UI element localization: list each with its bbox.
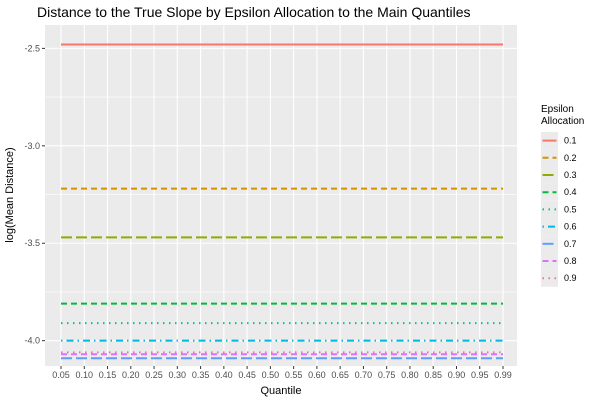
x-axis-title: Quantile — [261, 385, 302, 397]
x-tick-label: 0.80 — [401, 370, 419, 380]
x-axis: 0.05 0.10 0.15 0.20 0.25 0.30 0.35 0.40 0.45 0.50… — [52, 366, 512, 380]
legend-label: 0.7 — [564, 239, 577, 249]
legend-title: Epsilon — [541, 104, 574, 115]
x-tick-label: 0.20 — [122, 370, 140, 380]
x-tick-label: 0.85 — [424, 370, 442, 380]
y-tick-label: -3.0 — [24, 141, 40, 151]
legend-label: 0.5 — [564, 204, 577, 214]
x-tick-label: 0.75 — [378, 370, 396, 380]
x-tick-label: 0.50 — [262, 370, 280, 380]
y-axis-title: log(Mean Distance) — [4, 147, 16, 242]
x-tick-label: 0.25 — [145, 370, 163, 380]
legend-key — [541, 149, 558, 167]
legend-label: 0.6 — [564, 222, 577, 232]
y-axis: -2.5 -3.0 -3.5 -4.0 — [24, 43, 45, 346]
x-tick-label: 0.05 — [52, 370, 70, 380]
x-tick-label: 0.10 — [75, 370, 93, 380]
x-tick-label: 0.30 — [169, 370, 187, 380]
legend-key — [541, 252, 558, 270]
x-tick-label: 0.99 — [494, 370, 512, 380]
x-tick-label: 0.95 — [471, 370, 489, 380]
x-tick-label: 0.70 — [355, 370, 373, 380]
legend-label: 0.3 — [564, 170, 577, 180]
legend-label: 0.2 — [564, 153, 577, 163]
legend-key — [541, 183, 558, 201]
legend-label: 0.8 — [564, 256, 577, 266]
x-tick-label: 0.35 — [192, 370, 210, 380]
x-tick-label: 0.55 — [285, 370, 303, 380]
y-tick-label: -3.5 — [24, 238, 40, 248]
x-tick-label: 0.60 — [308, 370, 326, 380]
series-lines — [61, 43, 503, 360]
x-tick-label: 0.40 — [215, 370, 233, 380]
legend-label: 0.4 — [564, 187, 577, 197]
chart-title: Distance to the True Slope by Epsilon Al… — [37, 4, 470, 20]
legend-title: Allocation — [541, 116, 584, 127]
legend-label: 0.1 — [564, 136, 577, 146]
x-tick-label: 0.90 — [448, 370, 466, 380]
x-tick-label: 0.15 — [99, 370, 117, 380]
y-tick-label: -4.0 — [24, 336, 40, 346]
y-tick-label: -2.5 — [24, 43, 40, 53]
plot-panel — [45, 25, 517, 366]
grid — [45, 25, 517, 366]
legend-label: 0.9 — [564, 273, 577, 283]
x-tick-label: 0.45 — [238, 370, 256, 380]
x-tick-label: 0.65 — [331, 370, 349, 380]
